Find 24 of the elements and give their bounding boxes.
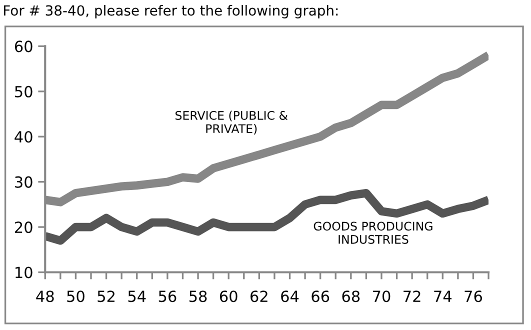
- x-tick-label: 70: [373, 290, 390, 302]
- x-tick-label: 54: [128, 290, 146, 302]
- y-tick-label: 10: [16, 266, 32, 278]
- x-tick-label: 76: [464, 290, 482, 302]
- y-tick-label: 20: [15, 222, 32, 234]
- chart-title: For # 38-40, please refer to the following graph:: [4, 4, 338, 18]
- x-tick-label: 50: [67, 290, 84, 302]
- series-label: GOODS PRODUCING INDUSTRIES: [314, 222, 432, 244]
- y-tick-label: 50: [15, 86, 32, 98]
- x-tick-label: 62: [250, 290, 268, 302]
- y-tick-label: 40: [14, 131, 32, 143]
- x-tick-label: 68: [342, 290, 360, 302]
- series-label: SERVICE (PUBLIC & PRIVATE): [176, 110, 288, 134]
- x-tick-label: 64: [281, 290, 299, 302]
- x-tick-label: 58: [189, 290, 207, 302]
- x-tick-label: 72: [404, 290, 420, 302]
- x-tick-label: 56: [158, 290, 176, 302]
- x-tick-label: 52: [98, 290, 114, 302]
- y-tick-label: 60: [14, 40, 32, 52]
- x-tick-label: 74: [434, 290, 452, 302]
- x-tick-label: 66: [312, 290, 330, 302]
- y-tick-label: 30: [15, 176, 32, 188]
- x-tick-label: 60: [220, 290, 238, 302]
- x-tick-label: 48: [36, 290, 54, 302]
